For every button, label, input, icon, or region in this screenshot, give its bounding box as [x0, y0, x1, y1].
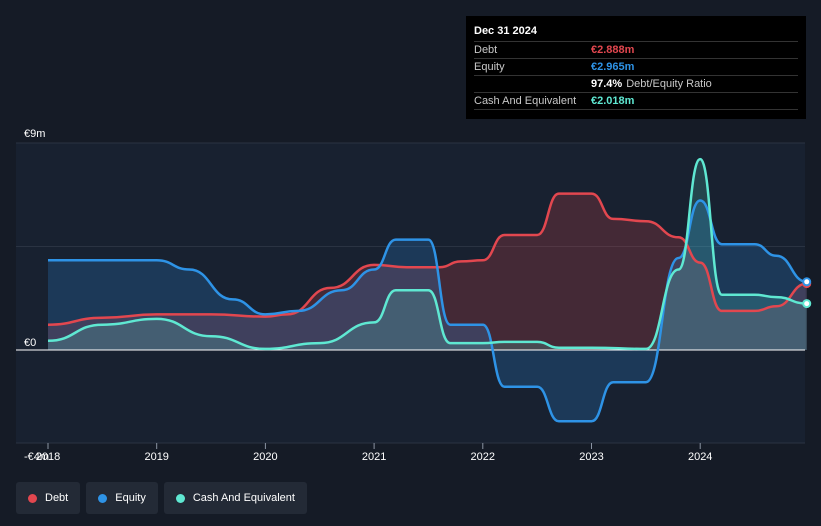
equity-area [48, 200, 807, 422]
equity-line [48, 199, 807, 423]
y-tick-label: -€4m [24, 451, 49, 463]
tooltip-row-debt: Debt €2.888m [474, 42, 798, 59]
equity-dot-icon [98, 493, 108, 503]
legend-item-equity[interactable]: Equity [86, 482, 158, 514]
x-tick-label: 2022 [471, 451, 495, 463]
x-tick-label: 2021 [362, 451, 386, 463]
tooltip-ratio-sub: Debt/Equity Ratio [626, 78, 712, 90]
tooltip-cash-label: Cash And Equivalent [474, 95, 577, 107]
x-tick-label: 2023 [579, 451, 603, 463]
tooltip-date: Dec 31 2024 [474, 24, 798, 42]
cash-and-equivalent-endpoint [802, 299, 812, 309]
tooltip-row-ratio: 97.4% Debt/Equity Ratio [474, 76, 798, 93]
legend-item-debt[interactable]: Debt [16, 482, 81, 514]
series-endpoints [802, 277, 812, 309]
debt-line [47, 192, 807, 326]
tooltip-row-cash: Cash And Equivalent €2.018m [474, 93, 798, 110]
series-areas [48, 159, 807, 422]
cash-dot-icon [175, 493, 185, 503]
legend-debt-label: Debt [45, 492, 69, 504]
x-axis-ticks: 2018 2019 2020 2021 2022 2023 2024 [36, 443, 712, 463]
tooltip-equity-label: Equity [474, 61, 505, 73]
equity-endpoint [802, 277, 812, 287]
tooltip-ratio-label [474, 76, 591, 92]
grid-lines [16, 142, 805, 444]
cash-and-equivalent-line [47, 157, 807, 351]
legend-equity-label: Equity [115, 492, 146, 504]
cash-and-equivalent-area [48, 159, 807, 350]
debt-area [48, 193, 807, 350]
y-axis-ticks: €9m €0 -€4m [24, 128, 49, 463]
x-tick-label: 2019 [144, 451, 168, 463]
series-lines [16, 157, 807, 423]
y-tick-label: €9m [24, 128, 45, 140]
tooltip-debt-value: €2.888m [591, 44, 635, 56]
tooltip: Dec 31 2024 Debt €2.888m Equity €2.965m … [466, 16, 806, 119]
plot-background [16, 143, 805, 443]
legend: Debt Equity Cash And Equivalent [16, 482, 307, 514]
tooltip-row-equity: Equity €2.965m [474, 59, 798, 76]
legend-cash-label: Cash And Equivalent [192, 492, 295, 504]
tooltip-ratio-value: 97.4% Debt/Equity Ratio [591, 76, 712, 92]
tooltip-cash-value: €2.018m [591, 95, 635, 107]
tooltip-debt-label: Debt [474, 44, 498, 56]
x-tick-label: 2024 [688, 451, 712, 463]
tooltip-equity-value: €2.965m [591, 61, 635, 73]
y-tick-label: €0 [24, 337, 36, 349]
debt-dot-icon [28, 493, 37, 503]
legend-item-cash[interactable]: Cash And Equivalent [163, 482, 307, 514]
x-tick-label: 2018 [36, 451, 60, 463]
x-tick-label: 2020 [253, 451, 277, 463]
tooltip-ratio-number: 97.4% [591, 78, 623, 90]
